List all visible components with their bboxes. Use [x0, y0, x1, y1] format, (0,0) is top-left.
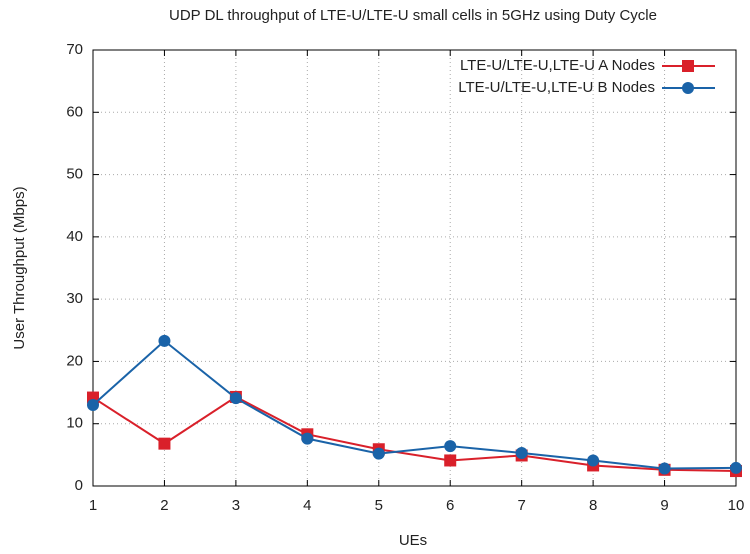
y-tick-label: 30: [66, 290, 83, 307]
chart-title: UDP DL throughput of LTE-U/LTE-U small c…: [169, 7, 657, 24]
series-line: [92, 339, 737, 470]
y-axis-label: User Throughput (Mbps): [11, 186, 28, 349]
legend-label: LTE-U/LTE-U,LTE-U A Nodes: [460, 57, 655, 74]
marker: [372, 447, 385, 460]
marker: [682, 82, 694, 94]
y-tick-label: 10: [66, 415, 83, 432]
x-tick-label: 2: [160, 497, 168, 514]
marker: [444, 440, 457, 453]
y-tick-label: 20: [66, 352, 83, 369]
y-tick-label: 0: [75, 477, 83, 494]
marker: [444, 454, 457, 467]
x-tick-label: 4: [303, 497, 311, 514]
marker: [587, 454, 600, 467]
x-tick-label: 8: [589, 497, 597, 514]
x-tick-label: 6: [446, 497, 454, 514]
marker: [158, 334, 171, 347]
marker: [682, 60, 694, 72]
marker: [658, 462, 671, 475]
marker: [730, 461, 742, 474]
y-tick-label: 40: [66, 228, 83, 245]
marker: [229, 392, 242, 405]
series-line: [92, 395, 737, 473]
marker: [301, 432, 314, 445]
x-tick-label: 3: [232, 497, 240, 514]
y-tick-label: 70: [66, 41, 83, 58]
x-tick-label: 7: [517, 497, 525, 514]
y-tick-label: 50: [66, 166, 83, 183]
marker: [158, 437, 171, 450]
x-tick-label: 9: [660, 497, 668, 514]
x-tick-label: 5: [375, 497, 383, 514]
x-axis-label: UEs: [399, 532, 427, 549]
x-tick-label: 1: [89, 497, 97, 514]
marker: [515, 446, 528, 459]
legend-label: LTE-U/LTE-U,LTE-U B Nodes: [458, 79, 655, 96]
marker: [87, 399, 99, 412]
x-tick-label: 10: [728, 497, 745, 514]
y-tick-label: 60: [66, 103, 83, 120]
plot-frame: [92, 49, 737, 487]
